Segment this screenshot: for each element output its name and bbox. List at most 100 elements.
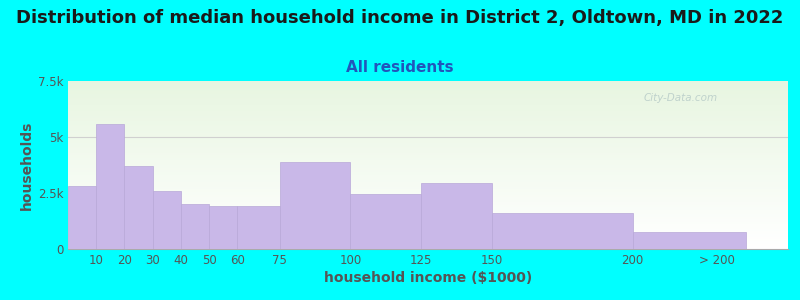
Bar [68, 205, 788, 207]
Bar [68, 175, 788, 177]
Bar [68, 101, 788, 103]
Bar [68, 116, 788, 118]
Bar [68, 219, 788, 220]
Text: Distribution of median household income in District 2, Oldtown, MD in 2022: Distribution of median household income … [16, 9, 784, 27]
Bar [68, 120, 788, 121]
Bar [68, 152, 788, 153]
Bar [181, 204, 209, 249]
Bar [68, 220, 788, 222]
Bar [68, 207, 788, 209]
Bar [68, 214, 788, 215]
Bar [68, 146, 788, 148]
Bar [68, 158, 788, 160]
Bar [68, 81, 788, 83]
Bar [68, 224, 788, 226]
Bar [68, 184, 788, 185]
Bar [68, 91, 788, 93]
Bar [68, 88, 788, 89]
Bar [68, 165, 788, 167]
Bar [68, 93, 788, 94]
Bar [68, 111, 788, 113]
Bar [68, 168, 788, 170]
Bar [68, 177, 788, 178]
Bar [68, 118, 788, 120]
Bar [153, 191, 181, 249]
Bar [68, 204, 788, 205]
Bar [421, 183, 491, 249]
Bar [68, 194, 788, 195]
Bar [68, 135, 788, 137]
Bar [68, 163, 788, 165]
Bar [68, 96, 788, 98]
Bar [68, 190, 788, 192]
Bar [96, 124, 125, 249]
Bar [68, 130, 788, 131]
Bar [68, 232, 788, 234]
Bar [68, 186, 96, 249]
Bar [68, 128, 788, 130]
Bar [68, 215, 788, 217]
Bar [209, 206, 238, 249]
Bar [125, 166, 153, 249]
Bar [68, 188, 788, 190]
Bar [68, 236, 788, 237]
Bar [68, 209, 788, 210]
Bar [68, 94, 788, 96]
Bar [68, 138, 788, 140]
Bar [68, 106, 788, 108]
Bar [68, 202, 788, 204]
Bar [68, 200, 788, 202]
Bar [68, 157, 788, 158]
Bar [68, 150, 788, 152]
Bar [68, 125, 788, 126]
Bar [68, 173, 788, 175]
Bar [68, 195, 788, 197]
Bar [68, 226, 788, 227]
Bar [68, 148, 788, 150]
Bar [68, 212, 788, 214]
Bar [68, 178, 788, 180]
Bar [68, 108, 788, 110]
X-axis label: household income ($1000): household income ($1000) [324, 271, 532, 285]
Bar [68, 98, 788, 100]
Bar [491, 213, 633, 249]
Bar [68, 242, 788, 244]
Bar [68, 104, 788, 106]
Bar [280, 162, 350, 249]
Bar [68, 126, 788, 128]
Bar [68, 83, 788, 84]
Bar [68, 86, 788, 88]
Bar [350, 194, 421, 249]
Bar [68, 199, 788, 200]
Y-axis label: households: households [19, 120, 34, 210]
Bar [68, 182, 788, 184]
Bar [68, 170, 788, 172]
Bar [68, 167, 788, 168]
Bar [68, 113, 788, 115]
Bar [68, 140, 788, 142]
Bar [68, 123, 788, 125]
Bar [68, 247, 788, 249]
Bar [68, 234, 788, 236]
Bar [68, 210, 788, 212]
Bar [68, 84, 788, 86]
Bar [68, 136, 788, 138]
Bar [68, 155, 788, 157]
Bar [68, 192, 788, 194]
Bar [68, 121, 788, 123]
Bar [68, 241, 788, 242]
Bar [68, 143, 788, 145]
Bar [68, 115, 788, 116]
Bar [68, 100, 788, 101]
Bar [68, 185, 788, 187]
Bar [68, 142, 788, 143]
Bar [68, 153, 788, 155]
Bar [68, 239, 788, 241]
Bar [238, 206, 280, 249]
Bar [68, 187, 788, 188]
Text: All residents: All residents [346, 60, 454, 75]
Bar [68, 110, 788, 111]
Bar [68, 237, 788, 239]
Bar [68, 222, 788, 224]
Bar [68, 229, 788, 230]
